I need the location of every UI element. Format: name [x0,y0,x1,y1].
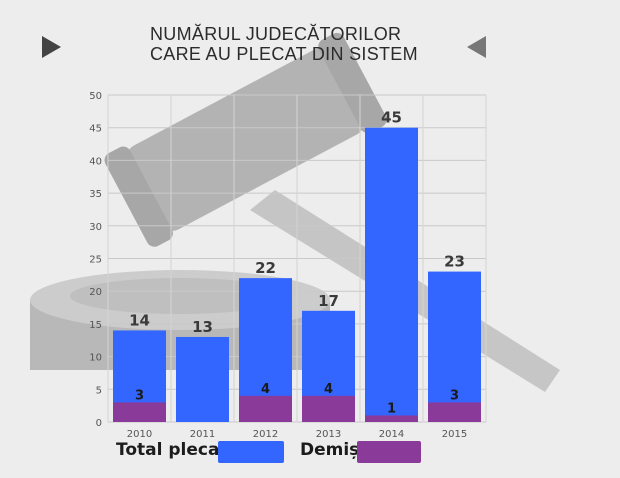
data-label-total: 17 [318,292,339,310]
bar-demisi-2014 [365,415,418,422]
play-left-icon[interactable] [466,36,486,58]
chart-title: NUMĂRUL JUDECĂTORILOR CARE AU PLECAT DIN… [150,24,470,64]
y-tick-label: 0 [96,418,102,429]
x-tick-label: 2014 [379,429,404,440]
x-tick-label: 2010 [127,429,152,440]
bar-demisi-2010 [113,402,166,422]
data-label-demisi: 1 [387,401,396,416]
x-tick-label: 2011 [190,429,215,440]
y-tick-label: 5 [96,385,102,396]
data-label-total: 14 [129,311,150,329]
y-tick-label: 40 [89,156,102,167]
data-label-demisi: 4 [324,382,333,397]
x-tick-label: 2015 [442,429,467,440]
y-tick-label: 20 [89,287,102,298]
y-tick-label: 35 [89,189,102,200]
legend-swatch-demisi [357,441,421,463]
bar-total-2014 [365,127,418,422]
bar-demisi-2015 [428,402,481,422]
y-tick-label: 10 [89,353,102,364]
data-label-total: 13 [192,318,213,336]
data-label-demisi: 3 [450,388,459,403]
legend-swatch-total [218,441,284,463]
x-tick-label: 2013 [316,429,341,440]
bar-demisi-2012 [239,395,292,422]
bar-demisi-2013 [302,395,355,422]
x-tick-label: 2012 [253,429,278,440]
y-tick-label: 25 [89,255,102,266]
chart-title-line-1: NUMĂRUL JUDECĂTORILOR [150,24,402,44]
data-label-demisi: 3 [135,388,144,403]
y-tick-label: 30 [89,222,102,233]
chart-title-line-2: CARE AU PLECAT DIN SISTEM [150,44,418,64]
legend-label-total: Total plecați [116,440,234,460]
data-label-total: 23 [444,253,465,271]
play-right-icon[interactable] [42,36,62,58]
data-label-total: 22 [255,259,276,277]
legend-label-demisi: Demiși [300,440,366,460]
bar-total-2011 [176,336,229,422]
data-label-demisi: 4 [261,382,270,397]
y-tick-label: 50 [89,91,102,102]
data-label-total: 45 [381,109,402,127]
bar-total-2015 [428,271,481,422]
y-tick-label: 45 [89,124,102,135]
y-tick-label: 15 [89,320,102,331]
